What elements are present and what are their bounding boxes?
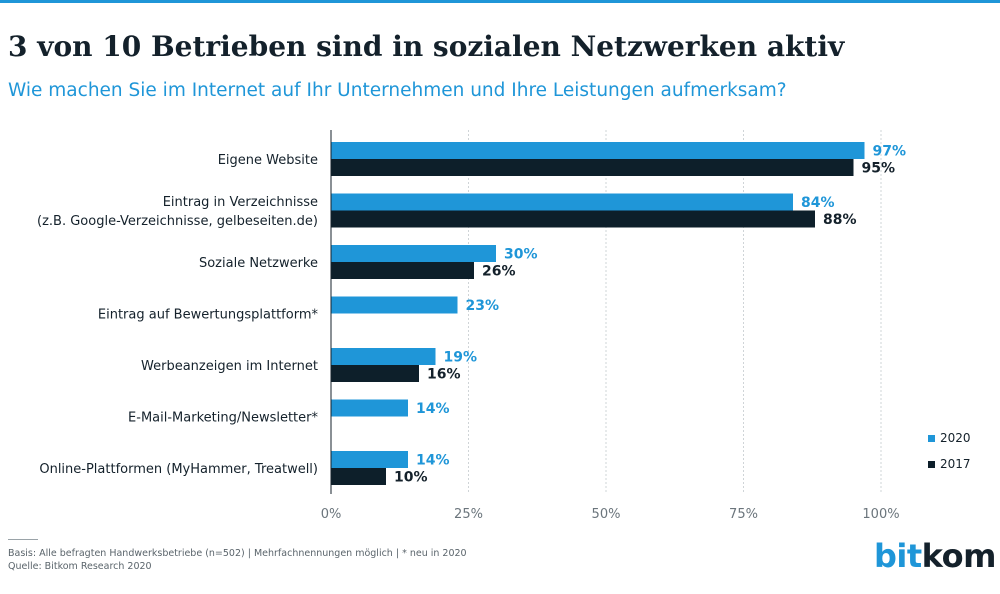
legend-swatch-2017	[928, 460, 935, 468]
bar-2017	[331, 262, 474, 279]
legend-item-2020: 2020	[928, 430, 971, 446]
data-label-2020: 97%	[873, 144, 907, 160]
data-label-2017: 10%	[394, 470, 428, 486]
chart-legend: 2020 2017	[928, 430, 971, 482]
legend-item-2017: 2017	[928, 456, 971, 472]
x-tick-label: 25%	[454, 507, 483, 522]
bar-2020	[331, 142, 865, 159]
footnote-divider	[8, 539, 38, 540]
data-label-2020: 23%	[466, 298, 500, 314]
bar-2020	[331, 245, 496, 262]
x-tick-label: 50%	[592, 507, 621, 522]
data-label-2017: 95%	[862, 161, 896, 177]
data-label-2020: 19%	[444, 350, 478, 366]
data-label-2017: 26%	[482, 264, 516, 280]
legend-label-2020: 2020	[940, 431, 971, 445]
bar-2020	[331, 399, 408, 417]
footnote-basis: Basis: Alle befragten Handwerksbetriebe …	[8, 548, 467, 559]
bitkom-logo: bitkom	[874, 536, 996, 576]
data-label-2020: 14%	[416, 401, 450, 417]
category-label: Eintrag auf Bewertungsplattform*	[98, 308, 319, 323]
bar-2017	[331, 159, 854, 176]
data-label-2020: 14%	[416, 453, 450, 469]
category-label: Soziale Netzwerke	[199, 256, 318, 271]
bar-2017	[331, 210, 815, 228]
footnote: Basis: Alle befragten Handwerksbetriebe …	[8, 547, 467, 573]
bar-2017	[331, 468, 386, 485]
logo-part-kom: kom	[921, 537, 997, 575]
footnote-source: Quelle: Bitkom Research 2020	[8, 561, 152, 572]
category-label: Eintrag in Verzeichnisse	[163, 195, 318, 210]
category-label: Eigene Website	[218, 153, 318, 168]
data-label-2017: 88%	[823, 212, 857, 228]
data-label-2020: 84%	[801, 195, 835, 211]
top-accent-line	[0, 0, 1000, 3]
bar-2020	[331, 451, 408, 468]
legend-label-2017: 2017	[940, 457, 971, 471]
category-label: E-Mail-Marketing/Newsletter*	[128, 411, 318, 426]
data-label-2017: 16%	[427, 367, 461, 383]
chart-subtitle: Wie machen Sie im Internet auf Ihr Unter…	[8, 80, 787, 101]
logo-part-bit: bit	[874, 537, 922, 575]
chart-title: 3 von 10 Betrieben sind in sozialen Netz…	[8, 30, 845, 63]
x-tick-label: 0%	[321, 507, 342, 522]
legend-swatch-2020	[928, 434, 935, 442]
bar-2020	[331, 348, 436, 365]
category-label: Online-Plattformen (MyHammer, Treatwell)	[39, 462, 318, 477]
x-tick-label: 75%	[729, 507, 758, 522]
bar-2020	[331, 296, 458, 314]
category-label: (z.B. Google-Verzeichnisse, gelbeseiten.…	[37, 214, 318, 229]
bar-2017	[331, 365, 419, 382]
category-label: Werbeanzeigen im Internet	[141, 359, 318, 374]
x-tick-label: 100%	[862, 507, 899, 522]
data-label-2020: 30%	[504, 247, 538, 263]
bar-2020	[331, 193, 793, 211]
